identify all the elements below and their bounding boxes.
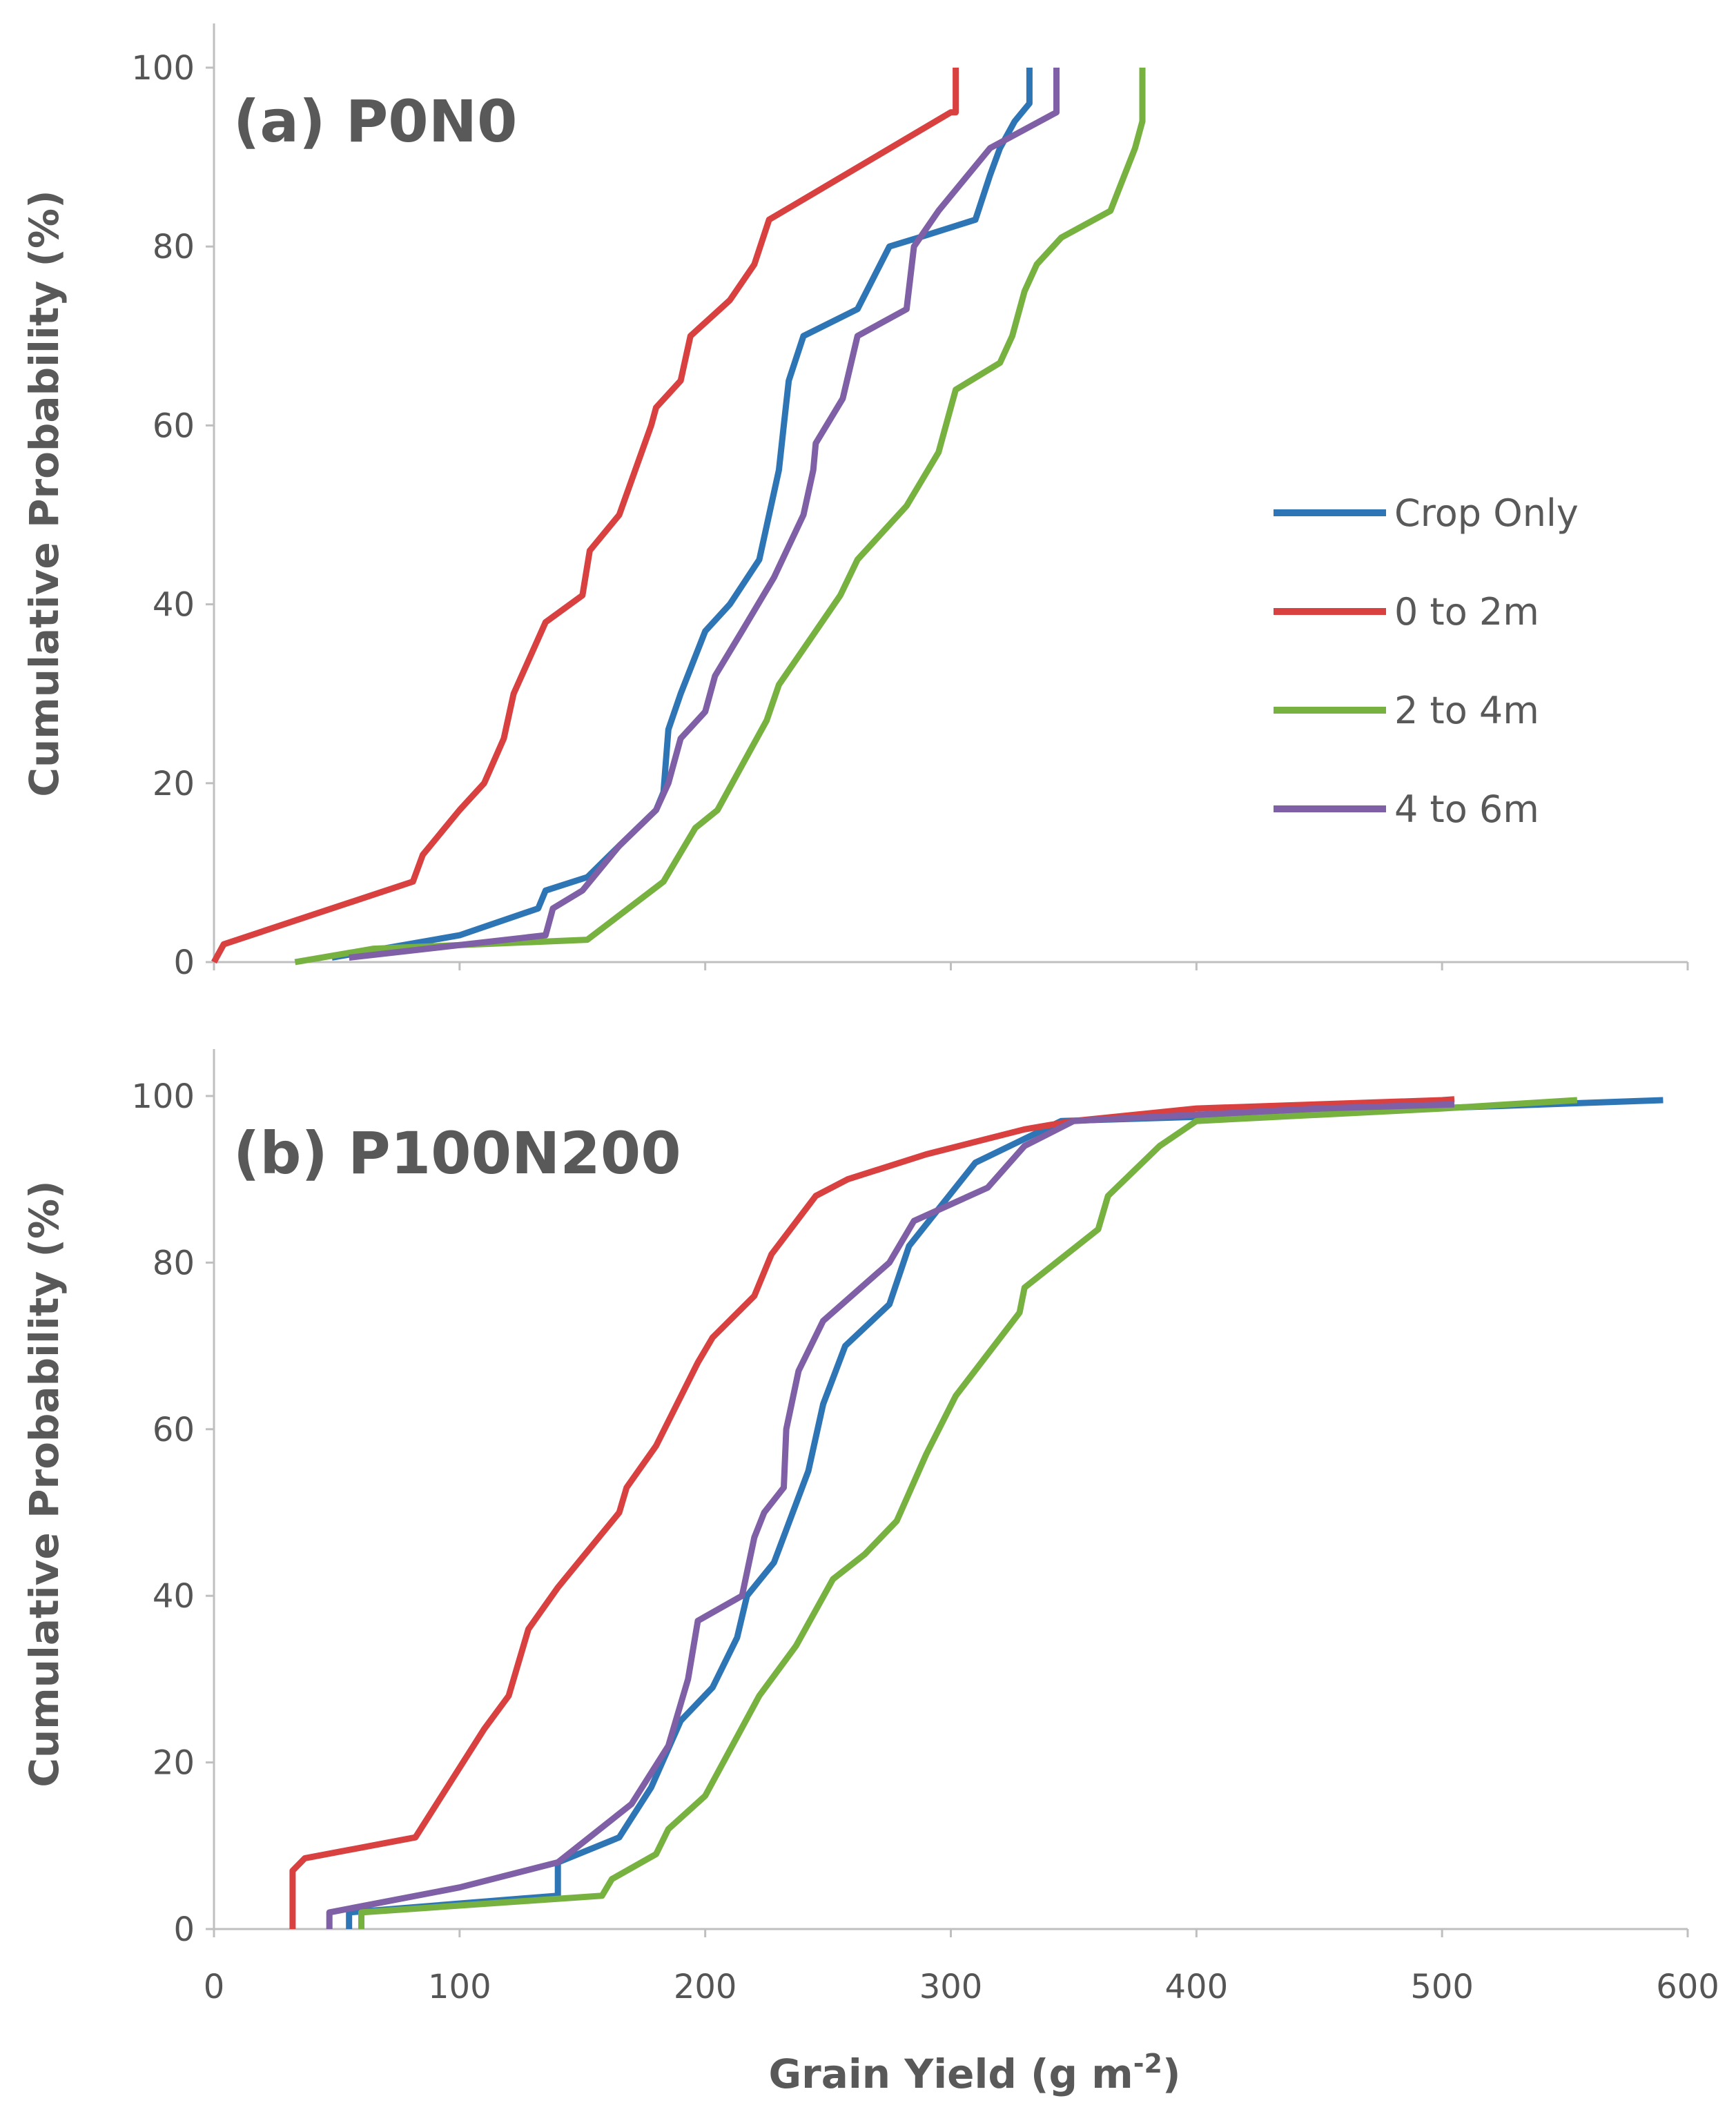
- panel-b-x-tick-label: 500: [1410, 1968, 1474, 2006]
- panel-a-y-axis-title: Cumulative Probability (%): [21, 190, 68, 796]
- panel-b-series-crop-only: [346, 1097, 1664, 1929]
- legend: Crop Only 0 to 2m 2 to 4m 4 to 6m: [1274, 491, 1579, 831]
- panel-a-y-tick-label: 20: [153, 765, 195, 803]
- x-axis-title: Grain Yield (g m-2): [769, 2048, 1181, 2097]
- chart-panel-b: 0 20 40 60 80 100 0 100 200 300 400 500 600 (b) P100…: [21, 1049, 1719, 2006]
- panel-b-x-tick-label: 100: [428, 1968, 491, 2006]
- panel-b-y-tick-label: 0: [173, 1910, 195, 1949]
- panel-b-x-tick-label: 300: [919, 1968, 983, 2006]
- panel-a-y-tick-label: 80: [153, 228, 195, 266]
- panel-b-series-4-to-6m: [326, 1101, 1455, 1929]
- panel-a-series-2-to-4m: [294, 68, 1146, 966]
- panel-b-y-axis-title: Cumulative Probability (%): [21, 1180, 68, 1787]
- panel-b-series-2-to-4m: [358, 1097, 1578, 1929]
- panel-b-title: (b) P100N200: [233, 1119, 681, 1187]
- legend-label: 4 to 6m: [1394, 787, 1539, 831]
- legend-label: 2 to 4m: [1394, 689, 1539, 732]
- panel-b-series-0-to-2m: [289, 1096, 1455, 1929]
- panel-b-x-tick-label: 400: [1165, 1968, 1229, 2006]
- panel-a-y-tick-label: 40: [153, 586, 195, 625]
- legend-label: Crop Only: [1394, 491, 1579, 535]
- panel-a-series-crop-only: [331, 68, 1033, 961]
- panel-a-series-0-to-2m: [211, 68, 959, 964]
- panel-a-y-tick-label: 60: [153, 407, 195, 445]
- panel-b-y-tick-label: 40: [153, 1577, 195, 1616]
- panel-a-title: (a) P0N0: [233, 88, 517, 155]
- panel-b-y-tick-label: 80: [153, 1244, 195, 1282]
- legend-label: 0 to 2m: [1394, 590, 1539, 634]
- chart-panel-a: 0 20 40 60 80 100 (a) P0N0 Cumulative Probabi…: [21, 23, 1689, 982]
- panel-b-x-tick-label: 600: [1656, 1968, 1719, 2006]
- panel-b-y-tick-label: 100: [131, 1077, 195, 1116]
- panel-b-y-tick-label: 60: [153, 1411, 195, 1449]
- panel-b-x-tick-label: 200: [674, 1968, 737, 2006]
- panel-a-series-4-to-6m: [349, 68, 1060, 961]
- panel-a-y-tick-label: 100: [131, 49, 195, 88]
- panel-b-x-tick-label: 0: [204, 1968, 225, 2006]
- panel-b-y-tick-label: 20: [153, 1744, 195, 1783]
- panel-a-y-tick-label: 0: [173, 943, 195, 982]
